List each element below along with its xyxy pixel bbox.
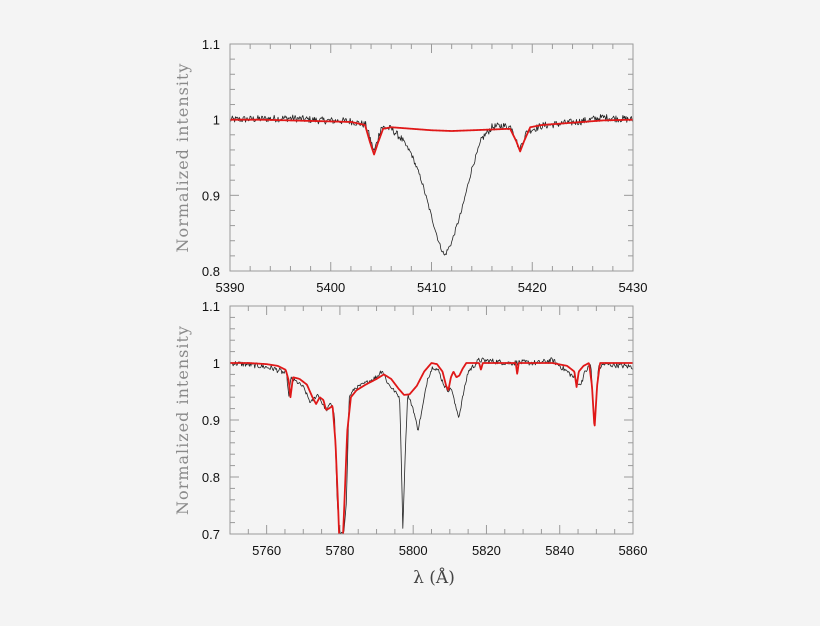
x-tick-label: 5760 bbox=[252, 543, 281, 558]
top-panel-plot: 5390 5400 5410 5420 5430 0.8 0.9 1 1.1 Normalize… bbox=[173, 37, 647, 295]
x-tick-label: 5860 bbox=[619, 543, 648, 558]
bottom-panel-plot: 5760 5780 5800 5820 5840 5860 0.7 0.8 0.9 1 1.1 No… bbox=[173, 299, 647, 588]
y-tick-label: 0.8 bbox=[202, 470, 220, 485]
top-panel-series bbox=[230, 114, 633, 256]
x-tick-label: 5430 bbox=[619, 280, 648, 295]
bottom-panel-xlabel: λ (Å) bbox=[413, 567, 455, 588]
y-tick-label: 1 bbox=[213, 113, 220, 128]
y-tick-label: 0.8 bbox=[202, 264, 220, 279]
y-tick-label: 1.1 bbox=[202, 299, 220, 314]
x-tick-label: 5800 bbox=[399, 543, 428, 558]
model-fit-line bbox=[230, 118, 633, 156]
y-tick-label: 1.1 bbox=[202, 37, 220, 52]
bottom-panel-ylabel: Normalized intensity bbox=[173, 325, 192, 515]
x-tick-label: 5420 bbox=[518, 280, 547, 295]
bottom-panel-tick-labels: 5760 5780 5800 5820 5840 5860 0.7 0.8 0.9 1 1.1 bbox=[202, 299, 648, 558]
x-tick-label: 5390 bbox=[216, 280, 245, 295]
top-panel-ylabel: Normalized intensity bbox=[173, 63, 192, 253]
x-tick-label: 5780 bbox=[325, 543, 354, 558]
bottom-panel-series bbox=[230, 357, 633, 534]
x-tick-label: 5840 bbox=[545, 543, 574, 558]
top-panel-frame bbox=[229, 43, 634, 272]
y-tick-label: 0.9 bbox=[202, 413, 220, 428]
y-tick-label: 1 bbox=[213, 356, 220, 371]
y-tick-label: 0.9 bbox=[202, 188, 220, 203]
top-panel-ticks bbox=[229, 43, 634, 272]
model-fit-line bbox=[230, 362, 633, 534]
bottom-panel-frame bbox=[229, 305, 634, 535]
y-tick-label: 0.7 bbox=[202, 527, 220, 542]
x-tick-label: 5410 bbox=[417, 280, 446, 295]
top-panel-tick-labels: 5390 5400 5410 5420 5430 0.8 0.9 1 1.1 bbox=[202, 37, 648, 295]
x-tick-label: 5820 bbox=[472, 543, 501, 558]
x-tick-label: 5400 bbox=[316, 280, 345, 295]
observed-spectrum-line bbox=[230, 357, 633, 534]
